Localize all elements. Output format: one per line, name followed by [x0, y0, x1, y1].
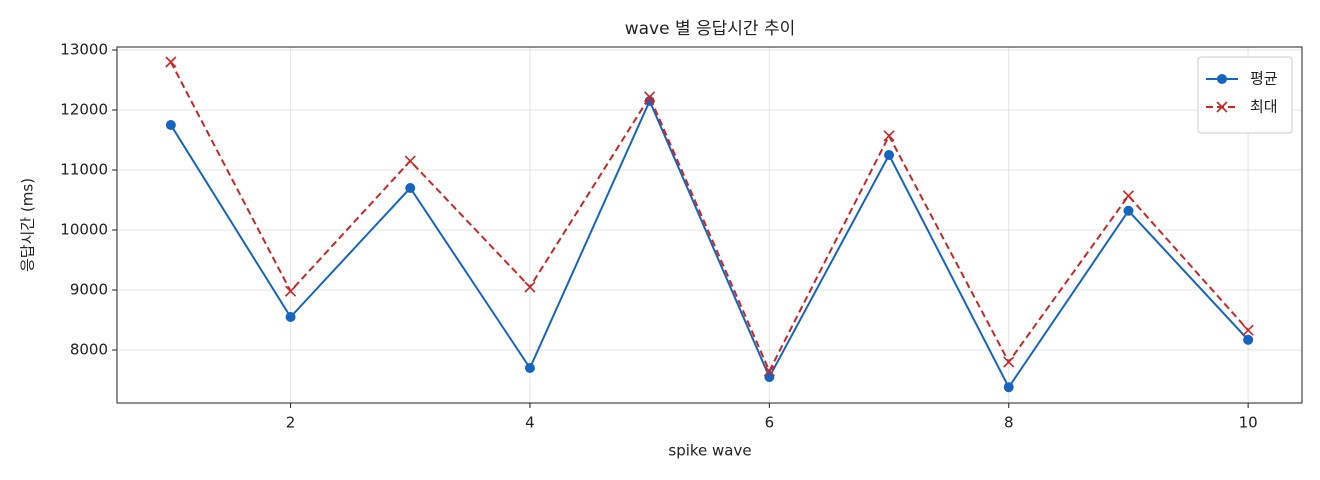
chart-title: wave 별 응답시간 추이	[625, 19, 796, 39]
data-point	[1003, 356, 1015, 368]
y-tick-label: 10000	[60, 221, 108, 239]
x-axis-label: spike wave	[668, 442, 751, 460]
data-point	[883, 130, 895, 142]
data-point	[1122, 190, 1135, 202]
legend-marker	[1217, 74, 1227, 84]
legend-label: 최대	[1250, 98, 1278, 116]
series-line	[170, 98, 1249, 390]
y-tick-label: 12000	[60, 101, 108, 119]
x-tick-label: 4	[525, 414, 535, 432]
x-tick-label: 6	[765, 414, 775, 432]
data-point	[524, 363, 535, 374]
x-tick-label: 8	[1004, 414, 1014, 432]
y-tick-label: 9000	[70, 281, 108, 299]
y-tick-label: 11000	[60, 161, 108, 179]
data-point	[884, 150, 895, 161]
data-point	[763, 365, 775, 377]
legend-label: 평균	[1250, 70, 1278, 88]
data-point	[1242, 324, 1254, 336]
data-point	[165, 120, 176, 131]
data-point	[524, 281, 536, 293]
data-point	[404, 155, 416, 167]
y-axis-label: 응답시간 (ms)	[19, 178, 37, 272]
data-point	[165, 56, 177, 68]
data-point	[1243, 334, 1254, 345]
data-point	[644, 91, 656, 103]
y-tick-label: 8000	[70, 341, 108, 359]
x-tick-label: 10	[1239, 414, 1258, 432]
plot-frame	[116, 46, 1303, 404]
data-point	[285, 312, 296, 323]
y-tick-label: 13000	[60, 41, 108, 59]
data-point	[405, 183, 416, 194]
x-tick-label: 2	[286, 414, 296, 432]
data-point	[1003, 382, 1014, 393]
legend-marker	[1216, 101, 1228, 113]
data-point	[284, 285, 297, 297]
data-point	[1123, 205, 1134, 216]
legend-box	[1197, 56, 1293, 134]
series-line	[169, 61, 1249, 374]
